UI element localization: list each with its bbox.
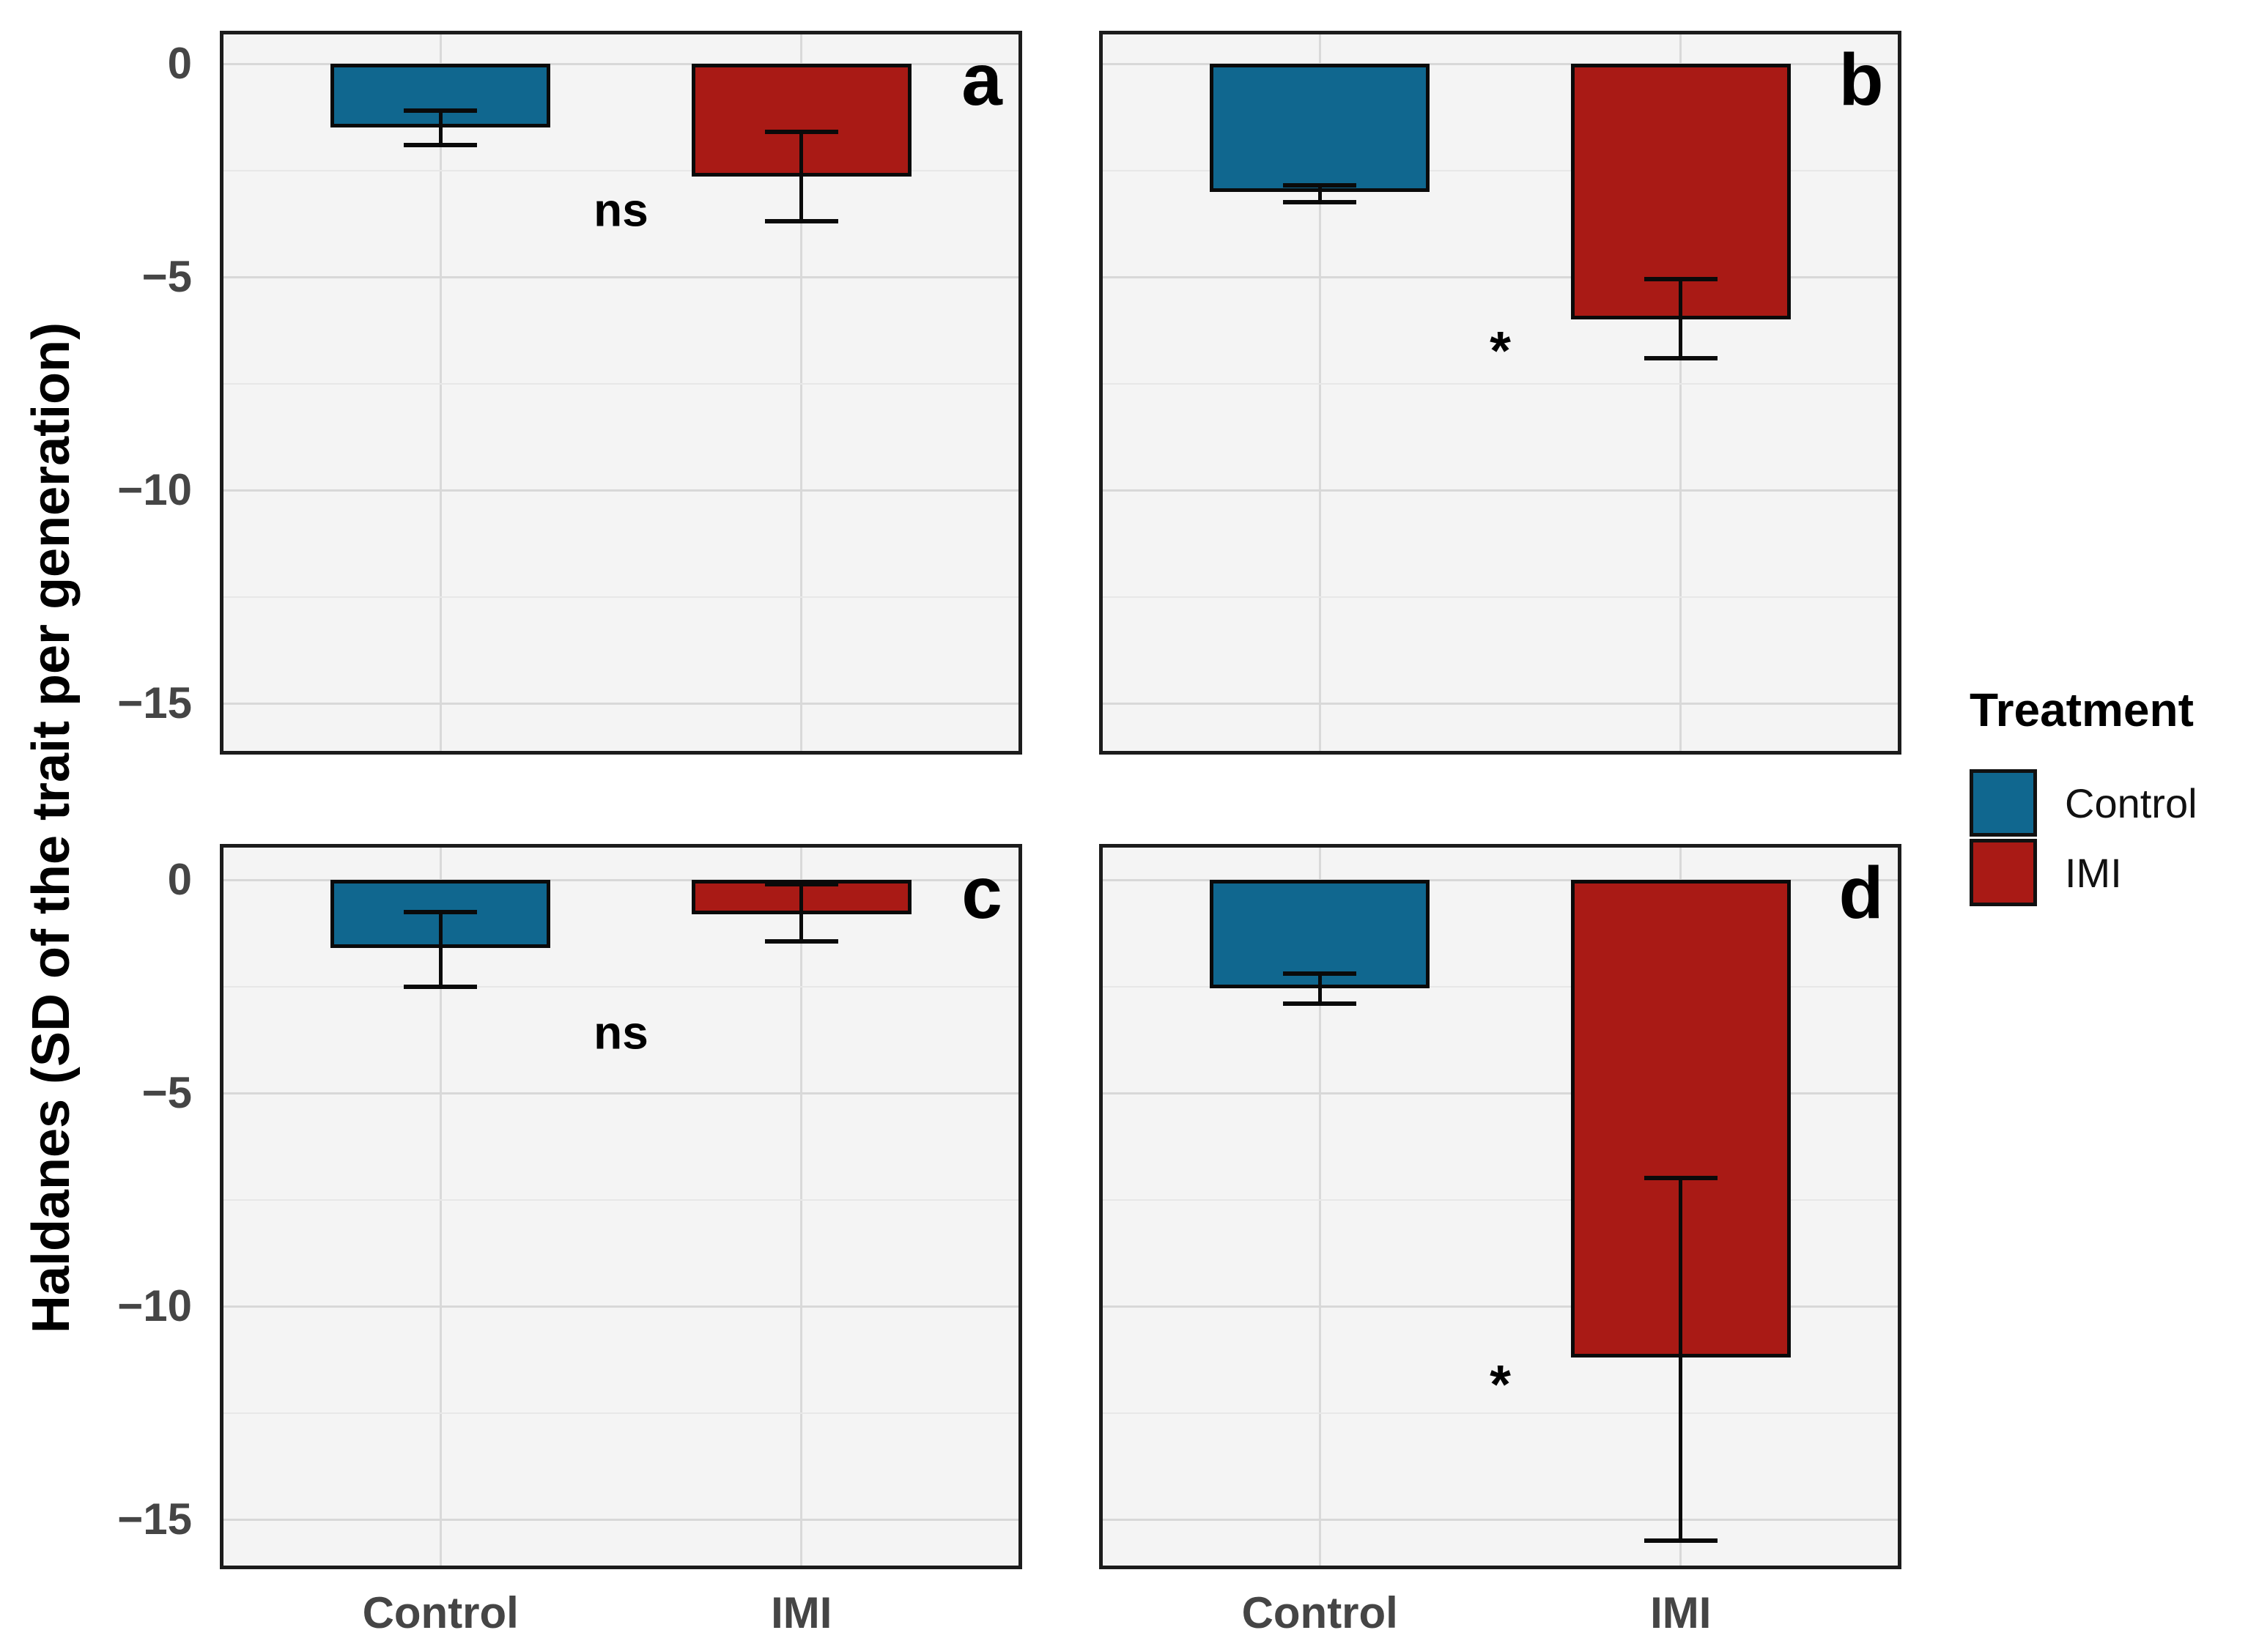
panel-b: b * xyxy=(1099,31,1901,755)
error-bar-cap-lower-control xyxy=(404,984,478,989)
gridline-major xyxy=(1103,1092,1898,1094)
legend-label-imi: IMI xyxy=(2065,849,2122,896)
gridline-minor xyxy=(223,382,1018,385)
significance-label-c: ns xyxy=(594,1006,648,1059)
gridline-major xyxy=(1103,489,1898,492)
y-tick-label-row1: −5 xyxy=(141,252,192,301)
error-bar-cap-upper-imi xyxy=(764,130,838,135)
error-bar-line-imi xyxy=(799,884,804,942)
gridline-minor xyxy=(1103,1412,1898,1414)
y-tick-label-row1: −10 xyxy=(117,465,192,514)
error-bar-cap-lower-imi xyxy=(1644,1538,1718,1544)
panel-letter-a: a xyxy=(961,39,1002,121)
gridline-minor xyxy=(223,1412,1018,1414)
legend-title: Treatment xyxy=(1970,684,2194,736)
x-tick-label-control: Control xyxy=(362,1588,519,1637)
gridline-major xyxy=(1103,1518,1898,1521)
y-tick-label-row2: 0 xyxy=(167,855,192,904)
error-bar-cap-upper-imi xyxy=(764,881,838,886)
gridline-vertical-control xyxy=(1318,848,1321,1566)
panel-letter-c: c xyxy=(961,852,1002,934)
y-tick-label-row1: 0 xyxy=(167,39,192,88)
legend-swatch-imi xyxy=(1970,839,2037,906)
gridline-minor xyxy=(1103,382,1898,385)
x-tick-label-control: Control xyxy=(1241,1588,1398,1637)
gridline-minor xyxy=(1103,169,1898,171)
gridline-major xyxy=(223,275,1018,278)
legend: Treatment Control IMI xyxy=(1970,683,2259,908)
gridline-major xyxy=(223,62,1018,65)
error-bar-line-imi xyxy=(1679,278,1683,358)
error-bar-cap-upper-control xyxy=(1283,971,1357,977)
legend-entry-imi: IMI xyxy=(1970,839,2259,906)
panel-d: d * xyxy=(1099,844,1901,1569)
gridline-major xyxy=(223,489,1018,492)
error-bar-cap-upper-imi xyxy=(1644,276,1718,281)
legend-swatch-control xyxy=(1970,769,2037,837)
gridline-major xyxy=(1103,878,1898,881)
significance-label-a: ns xyxy=(594,183,648,237)
error-bar-cap-lower-control xyxy=(1283,200,1357,205)
gridline-major xyxy=(1103,275,1898,278)
error-bar-cap-lower-imi xyxy=(764,219,838,224)
error-bar-line-control xyxy=(438,111,443,145)
significance-label-b: * xyxy=(1490,320,1511,382)
legend-entries: Control IMI xyxy=(1970,769,2259,906)
bar-control xyxy=(1210,64,1430,192)
error-bar-line-control xyxy=(1317,974,1322,1004)
legend-entry-control: Control xyxy=(1970,769,2259,837)
y-tick-label-row2: −5 xyxy=(141,1068,192,1117)
bar-control xyxy=(1210,880,1430,989)
error-bar-line-control xyxy=(1317,185,1322,203)
error-bar-line-imi xyxy=(1679,1178,1683,1541)
legend-label-control: Control xyxy=(2065,779,2197,826)
gridline-major xyxy=(223,1518,1018,1521)
gridline-minor xyxy=(223,169,1018,171)
gridline-minor xyxy=(223,985,1018,988)
gridline-minor xyxy=(1103,596,1898,598)
panel-a: a ns xyxy=(220,31,1022,755)
gridline-major xyxy=(223,878,1018,881)
bar-imi xyxy=(1570,64,1791,320)
error-bar-cap-upper-control xyxy=(404,909,478,914)
error-bar-cap-upper-control xyxy=(1283,182,1357,188)
gridline-major xyxy=(1103,62,1898,65)
error-bar-cap-lower-imi xyxy=(1644,355,1718,360)
gridline-minor xyxy=(1103,985,1898,988)
y-tick-label-row2: −10 xyxy=(117,1281,192,1330)
gridline-vertical-imi xyxy=(800,848,803,1566)
panel-c: c ns xyxy=(220,844,1022,1569)
error-bar-line-imi xyxy=(799,132,804,222)
y-tick-label-row2: −15 xyxy=(117,1494,192,1544)
panel-letter-d: d xyxy=(1838,852,1884,934)
gridline-vertical-imi xyxy=(800,34,803,751)
error-bar-cap-upper-imi xyxy=(1644,1176,1718,1181)
error-bar-cap-lower-control xyxy=(404,142,478,147)
gridline-major xyxy=(1103,1305,1898,1308)
gridline-vertical-control xyxy=(439,34,442,751)
significance-label-d: * xyxy=(1490,1354,1511,1415)
gridline-major xyxy=(1103,702,1898,705)
gridline-major xyxy=(223,1305,1018,1308)
error-bar-cap-lower-imi xyxy=(764,939,838,944)
gridline-major xyxy=(223,702,1018,705)
gridline-minor xyxy=(223,596,1018,598)
gridline-minor xyxy=(223,1199,1018,1201)
error-bar-line-control xyxy=(438,911,443,987)
gridline-major xyxy=(223,1092,1018,1094)
gridline-minor xyxy=(1103,1199,1898,1201)
x-tick-label-imi: IMI xyxy=(771,1588,832,1637)
error-bar-cap-lower-control xyxy=(1283,1001,1357,1006)
bar-imi xyxy=(691,64,912,177)
gridline-vertical-control xyxy=(439,848,442,1566)
panel-letter-b: b xyxy=(1838,39,1884,121)
error-bar-cap-upper-control xyxy=(404,108,478,114)
y-tick-label-row1: −15 xyxy=(117,678,192,727)
gridline-vertical-control xyxy=(1318,34,1321,751)
x-tick-label-imi: IMI xyxy=(1650,1588,1712,1637)
gridline-vertical-imi xyxy=(1679,34,1682,751)
